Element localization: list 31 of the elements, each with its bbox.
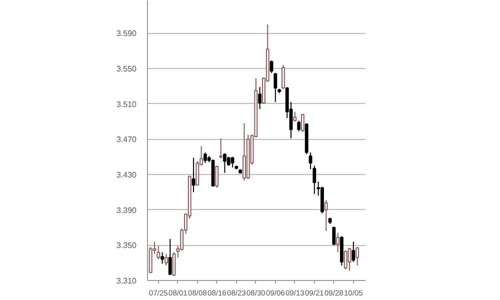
candlestick: [356, 246, 360, 266]
candlestick: [164, 254, 168, 266]
y-tick-label: 3.470: [116, 135, 138, 144]
candlestick: [332, 226, 336, 246]
candlestick: [344, 250, 348, 270]
candlestick: [297, 120, 301, 132]
candlestick: [204, 152, 207, 164]
y-tick-label: 3.550: [116, 64, 138, 74]
candlestick: [293, 111, 297, 122]
candlestick: [242, 122, 246, 182]
candlestick: [223, 152, 226, 174]
candlestick: [168, 238, 172, 275]
candlestick: [258, 86, 262, 110]
candlestick: [160, 252, 164, 264]
candlestick: [348, 247, 352, 272]
candlestick: [196, 160, 200, 186]
candlestick: [352, 241, 356, 262]
y-tick-label: 3.590: [116, 29, 138, 38]
candlestick: [219, 138, 223, 160]
candlestick: [336, 232, 340, 253]
candlestick: [274, 72, 278, 103]
candlestick: [156, 246, 160, 260]
candlestick: [324, 200, 328, 232]
y-tick-label: 3.430: [116, 170, 138, 180]
y-tick-label: 3.510: [116, 100, 138, 109]
y-tick-label: 3.310: [116, 276, 138, 286]
candlestick: [215, 165, 219, 188]
candlestick: [301, 114, 304, 133]
y-tick-label: 3.390: [116, 206, 138, 215]
candlestick: [282, 64, 285, 90]
y-tick-label: 3.350: [116, 241, 138, 250]
